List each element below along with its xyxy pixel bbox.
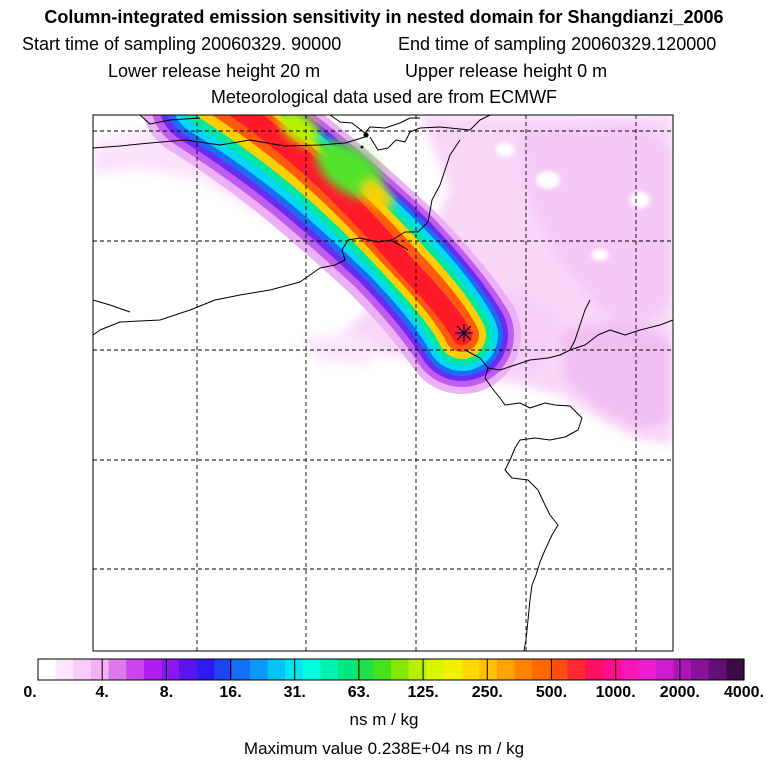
start-time-label: Start time of sampling 20060329. 90000 [22,34,342,54]
colorbar-cell [285,659,304,680]
colorbar-tick-label: 500. [535,684,568,701]
colorbar-tick-label: 63. [347,684,371,701]
colorbar-cell [161,659,180,680]
colorbar-cell [179,659,198,680]
colorbar-tick-label: 16. [219,684,242,701]
colorbar-units-label: ns m / kg [349,710,419,729]
graticule-grid [93,115,673,651]
sensitivity-field [93,115,673,445]
colorbar-cell [267,659,286,680]
colorbar-tick-label: 31. [283,684,306,701]
colorbar-dividers [101,659,681,680]
upper-release-height-label: Upper release height 0 m [405,61,608,81]
receptor-star-marker [455,324,473,342]
colorbar-cell [90,659,110,680]
colorbar-cell [585,659,604,680]
colorbar-tick-label: 4000. [723,684,765,701]
colorbar-cell [496,659,516,680]
lower-release-height-label: Lower release height 20 m [108,61,321,81]
plot-title: Column-integrated emission sensitivity i… [44,7,724,27]
coastline-and-borders [93,115,673,651]
colorbar-cell [196,659,216,680]
colorbar-tick-label: 125. [407,684,439,701]
colorbar-frame [37,658,745,681]
colorbar-cell [126,659,145,680]
colorbar-cell [408,659,427,680]
colorbar-cell [249,659,269,680]
colorbar-cell [532,659,551,680]
met-data-label: Meteorological data used are from ECMWF [210,87,558,107]
colorbar-cell [338,659,357,680]
colorbar [38,659,745,680]
city-marker [363,132,369,138]
colorbar-cell [302,659,321,680]
colorbar-cell [726,659,745,680]
colorbar-cell [108,659,127,680]
colorbar-tick-label: 250. [471,684,503,701]
colorbar-tick-label: 2000. [659,684,700,701]
colorbar-cell [391,659,410,680]
colorbar-cell [655,659,674,680]
colorbar-cell [443,659,463,680]
colorbar-tick-label: 0. [23,684,37,701]
colorbar-cell [426,659,445,680]
colorbar-tick-label: 1000. [595,684,636,701]
colorbar-cell [38,659,57,680]
colorbar-cell [549,659,569,680]
colorbar-cell [373,659,392,680]
colorbar-cell [73,659,92,680]
colorbar-cell [673,659,692,680]
maximum-value-label: Maximum value 0.238E+04 ns m / kg [243,739,525,758]
colorbar-cell [691,659,710,680]
colorbar-cell [620,659,639,680]
map-frame [92,114,674,652]
colorbar-cell [320,659,339,680]
colorbar-cell [567,659,586,680]
city-marker [360,145,364,149]
colorbar-cell [461,659,480,680]
colorbar-cell [638,659,657,680]
colorbar-cell [514,659,533,680]
colorbar-cell [143,659,163,680]
colorbar-cell [602,659,622,680]
colorbar-cell [55,659,74,680]
colorbar-cell [232,659,251,680]
colorbar-tick-label: 4. [95,684,109,701]
colorbar-cell [355,659,374,680]
end-time-label: End time of sampling 20060329.120000 [398,34,717,54]
colorbar-cell [479,659,498,680]
colorbar-cell [214,659,233,680]
colorbar-tick-label: 8. [159,684,174,701]
colorbar-cell [708,659,727,680]
